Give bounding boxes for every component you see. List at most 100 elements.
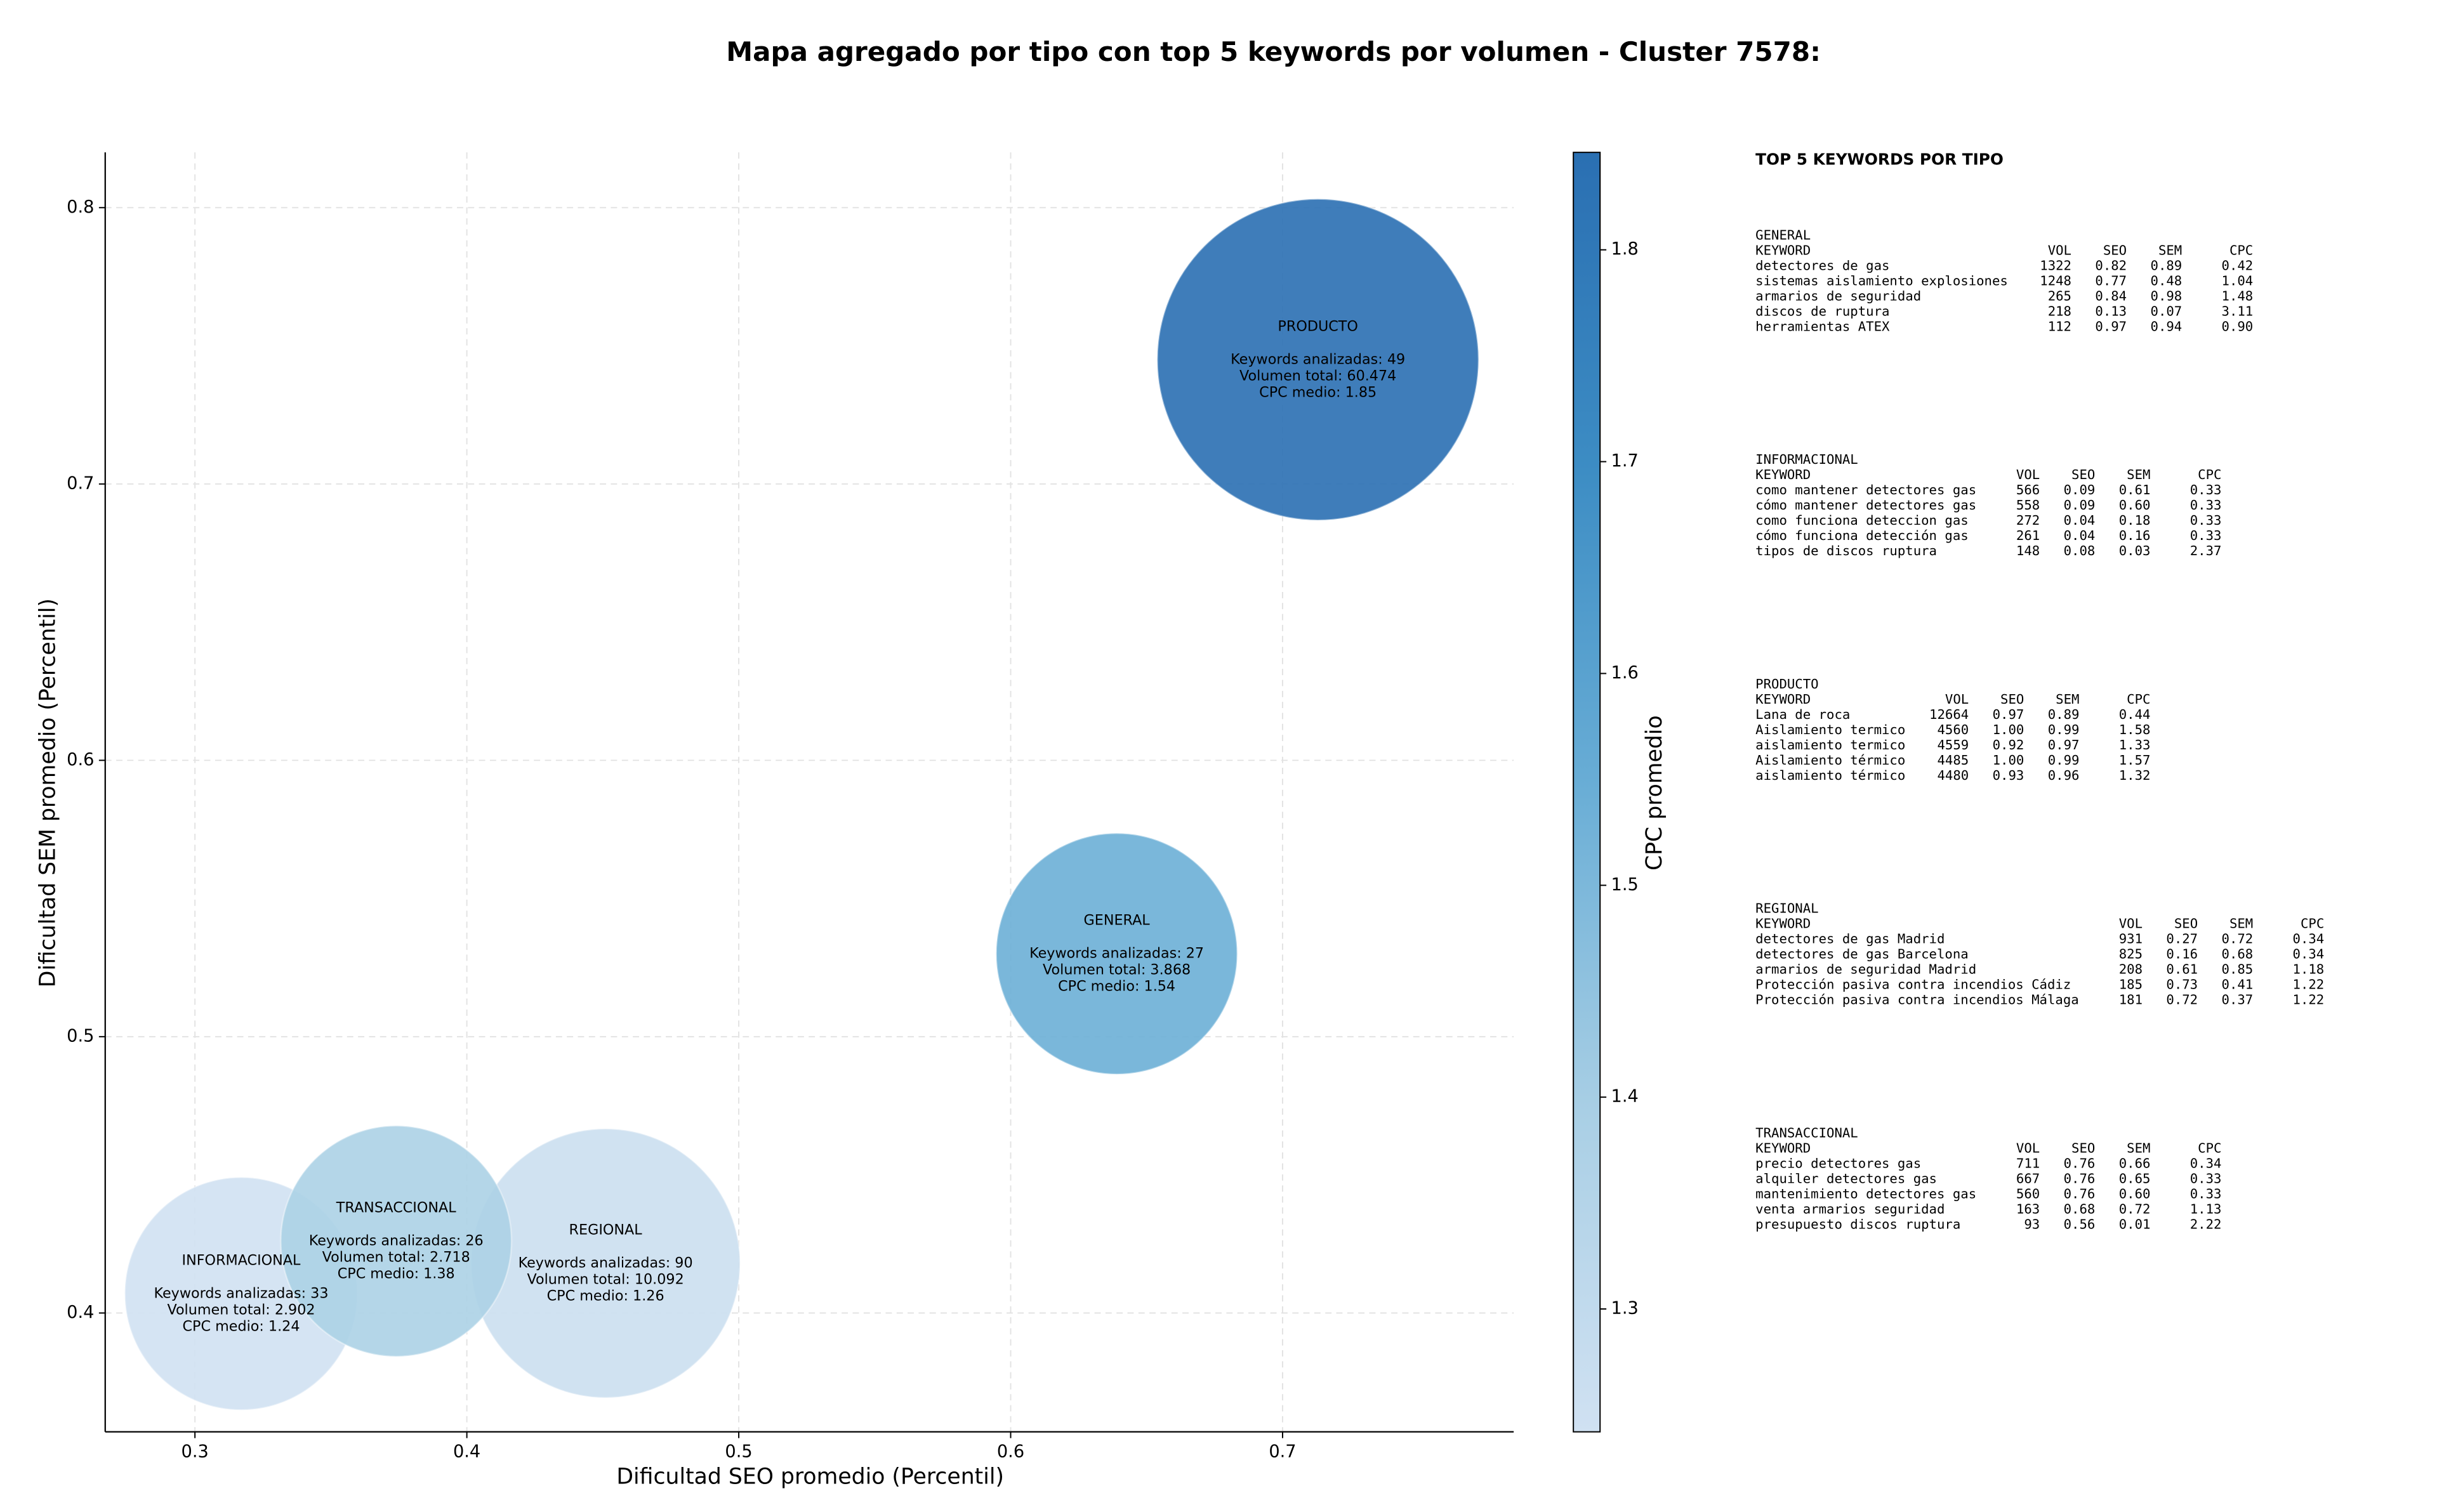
table-cell: 0.68 <box>2064 1202 2096 1217</box>
table-cell: precio detectores gas <box>1755 1156 1921 1171</box>
table-cell: venta armarios seguridad <box>1755 1202 1945 1217</box>
table-cell: 0.33 <box>2190 1171 2222 1187</box>
x-tick-label: 0.3 <box>182 1442 209 1461</box>
table-cell: 0.07 <box>2151 303 2183 319</box>
column-header: CPC <box>2198 1141 2221 1156</box>
table-cell: 0.48 <box>2151 273 2183 288</box>
table-cell: 185 <box>2119 977 2143 992</box>
table-cell: 0.97 <box>1993 707 2024 722</box>
colorbar-tick-label: 1.3 <box>1611 1299 1639 1318</box>
x-tick-label: 0.6 <box>997 1442 1024 1461</box>
table-cell: presupuesto discos ruptura <box>1755 1217 1960 1232</box>
table-cell: 1.48 <box>2222 288 2254 303</box>
table-cell: 0.13 <box>2095 303 2127 319</box>
table-cell: 0.33 <box>2190 528 2222 543</box>
table-cell: sistemas aislamiento explosiones <box>1755 273 2008 288</box>
table-cell: 0.41 <box>2222 977 2254 992</box>
table-cell: 0.27 <box>2166 931 2198 947</box>
bubble-label: CPC medio: 1.54 <box>1058 978 1175 995</box>
table-cell: 0.09 <box>2064 497 2096 513</box>
table-cell: 0.08 <box>2064 543 2096 558</box>
table-cell: 272 <box>2016 513 2040 528</box>
table-cell: 0.97 <box>2048 737 2080 753</box>
column-header: CPC <box>2229 242 2253 258</box>
table-cell: Aislamiento térmico <box>1755 753 1905 768</box>
bubble-label: CPC medio: 1.26 <box>547 1287 664 1304</box>
group-name: TRANSACCIONAL <box>1755 1126 1858 1141</box>
table-cell: 0.60 <box>2119 497 2151 513</box>
column-header: SEO <box>2174 916 2198 931</box>
y-tick-label: 0.5 <box>67 1026 94 1046</box>
column-header: SEM <box>2127 467 2150 482</box>
x-tick-label: 0.4 <box>453 1442 480 1461</box>
bubble-label: Volumen total: 3.868 <box>1043 962 1191 978</box>
table-cell: 1.18 <box>2293 962 2325 977</box>
table-cell: 1.22 <box>2293 977 2325 992</box>
x-axis-label: Dificultad SEO promedio (Percentil) <box>616 1464 1004 1489</box>
table-cell: 0.01 <box>2119 1217 2151 1232</box>
table-cell: tipos de discos ruptura <box>1755 543 1937 558</box>
bubble-label: CPC medio: 1.38 <box>338 1266 455 1282</box>
table-cell: 0.66 <box>2119 1156 2151 1171</box>
table-cell: 1322 <box>2040 258 2071 273</box>
table-cell: 0.72 <box>2166 992 2198 1008</box>
bubble-label: Volumen total: 10.092 <box>527 1271 684 1287</box>
table-cell: 566 <box>2016 482 2040 497</box>
table-cell: 0.99 <box>2048 722 2080 737</box>
table-cell: 1.58 <box>2119 722 2151 737</box>
table-cell: 2.37 <box>2190 543 2222 558</box>
table-cell: 265 <box>2048 288 2071 303</box>
table-cell: 4559 <box>1937 737 1969 753</box>
bubble <box>280 1125 513 1358</box>
x-tick-label: 0.5 <box>725 1442 752 1461</box>
table-cell: 208 <box>2119 962 2143 977</box>
table-cell: 1.32 <box>2119 768 2151 783</box>
bubble-label: Keywords analizadas: 90 <box>518 1254 693 1271</box>
table-cell: 0.09 <box>2064 482 2096 497</box>
column-header: KEYWORD <box>1755 916 1811 931</box>
table-cell: 0.96 <box>2048 768 2080 783</box>
bubble-label: Keywords analizadas: 33 <box>154 1285 329 1301</box>
bubble-label: CPC medio: 1.24 <box>183 1318 300 1334</box>
table-cell: alquiler detectores gas <box>1755 1171 1937 1187</box>
table-cell: 0.85 <box>2222 962 2254 977</box>
table-cell: 0.34 <box>2293 931 2325 947</box>
colorbar-label: CPC promedio <box>1642 715 1667 871</box>
colorbar-tick-label: 1.8 <box>1611 239 1639 259</box>
column-header: SEM <box>2229 916 2253 931</box>
y-tick-label: 0.7 <box>67 473 94 493</box>
table-cell: aislamiento térmico <box>1755 768 1905 783</box>
table-cell: detectores de gas <box>1755 258 1889 273</box>
y-tick-label: 0.8 <box>67 197 94 217</box>
table-cell: 0.44 <box>2119 707 2151 722</box>
chart-title: Mapa agregado por tipo con top 5 keyword… <box>726 36 1821 67</box>
table-cell: 0.97 <box>2095 319 2127 334</box>
table-cell: 931 <box>2119 931 2143 947</box>
table-cell: 825 <box>2119 947 2143 962</box>
table-cell: 0.93 <box>1993 768 2024 783</box>
table-cell: 0.82 <box>2095 258 2127 273</box>
table-cell: herramientas ATEX <box>1755 319 1890 334</box>
table-cell: 93 <box>2024 1217 2040 1232</box>
table-cell: 0.16 <box>2166 947 2198 962</box>
group-name: GENERAL <box>1755 227 1811 242</box>
table-cell: 4560 <box>1937 722 1969 737</box>
table-cell: 0.03 <box>2119 543 2151 558</box>
table-cell: 0.60 <box>2119 1187 2151 1202</box>
table-cell: 1.04 <box>2222 273 2254 288</box>
table-cell: 0.92 <box>1993 737 2024 753</box>
table-cell: 0.33 <box>2190 497 2222 513</box>
column-header: SEO <box>2071 467 2095 482</box>
table-cell: 560 <box>2016 1187 2040 1202</box>
column-header: SEO <box>2000 692 2024 707</box>
table-cell: 0.94 <box>2151 319 2183 334</box>
table-cell: como funciona deteccion gas <box>1755 513 1969 528</box>
table-cell: 0.61 <box>2166 962 2198 977</box>
group-name: PRODUCTO <box>1755 676 1818 692</box>
table-cell: 0.04 <box>2064 528 2096 543</box>
bubble-label: CPC medio: 1.85 <box>1259 384 1377 400</box>
colorbar-tick-label: 1.4 <box>1611 1087 1639 1107</box>
bubble-label: Keywords analizadas: 26 <box>309 1233 484 1249</box>
colorbar <box>1573 152 1601 1433</box>
